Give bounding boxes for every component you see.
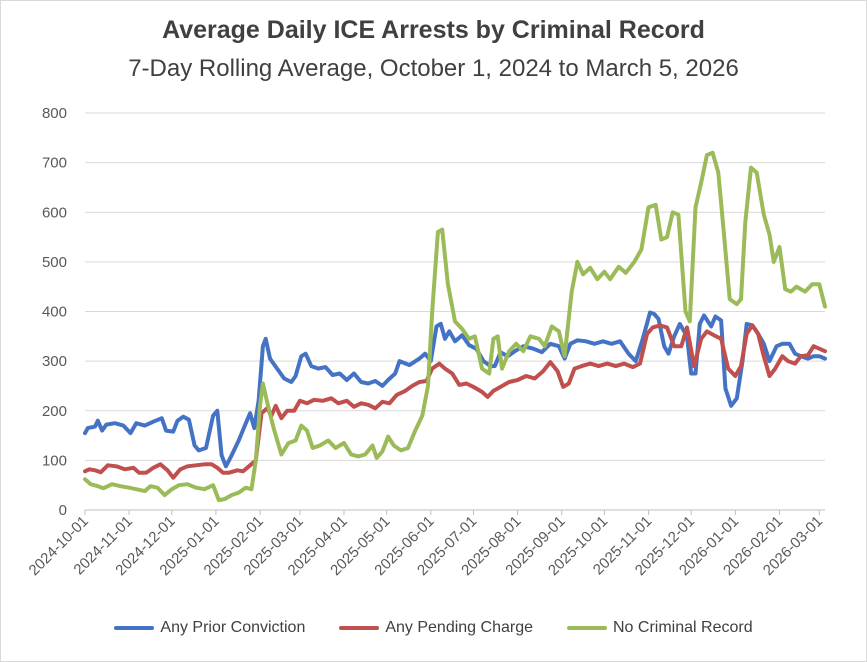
- legend-item-no-criminal-record: No Criminal Record: [567, 619, 753, 637]
- series-line-no-criminal-record: [83, 150, 827, 503]
- legend-label: Any Prior Conviction: [160, 619, 306, 636]
- chart-subtitle: 7-Day Rolling Average, October 1, 2024 t…: [128, 55, 739, 82]
- series-line-any-prior-conviction: [83, 310, 827, 469]
- legend-label: No Criminal Record: [613, 619, 753, 636]
- y-tick-label: 100: [42, 452, 67, 469]
- y-tick-label: 0: [59, 502, 67, 519]
- legend-swatch: [567, 626, 607, 630]
- legend-item-any-prior-conviction: Any Prior Conviction: [114, 619, 305, 637]
- y-tick-label: 500: [42, 254, 67, 271]
- legend-swatch: [339, 626, 380, 630]
- y-tick-label: 800: [42, 105, 67, 122]
- y-tick-label: 300: [42, 353, 67, 370]
- y-tick-label: 600: [42, 204, 67, 221]
- legend: Any Prior Conviction Any Pending Charge …: [0, 619, 867, 637]
- chart-title: Average Daily ICE Arrests by Criminal Re…: [162, 16, 705, 44]
- legend-label: Any Pending Charge: [385, 619, 533, 636]
- series-line-any-pending-charge: [83, 323, 827, 480]
- y-tick-label: 400: [42, 304, 67, 321]
- y-axis-ticks: 0 100 200 300 400 500 600 700 800: [42, 105, 67, 519]
- legend-item-any-pending-charge: Any Pending Charge: [339, 619, 533, 637]
- y-tick-label: 700: [42, 155, 67, 172]
- x-axis: 2024-10-012024-11-012024-12-012025-01-01…: [26, 509, 826, 579]
- legend-swatch: [114, 626, 155, 630]
- y-tick-label: 200: [42, 403, 67, 420]
- series-lines: [83, 150, 827, 503]
